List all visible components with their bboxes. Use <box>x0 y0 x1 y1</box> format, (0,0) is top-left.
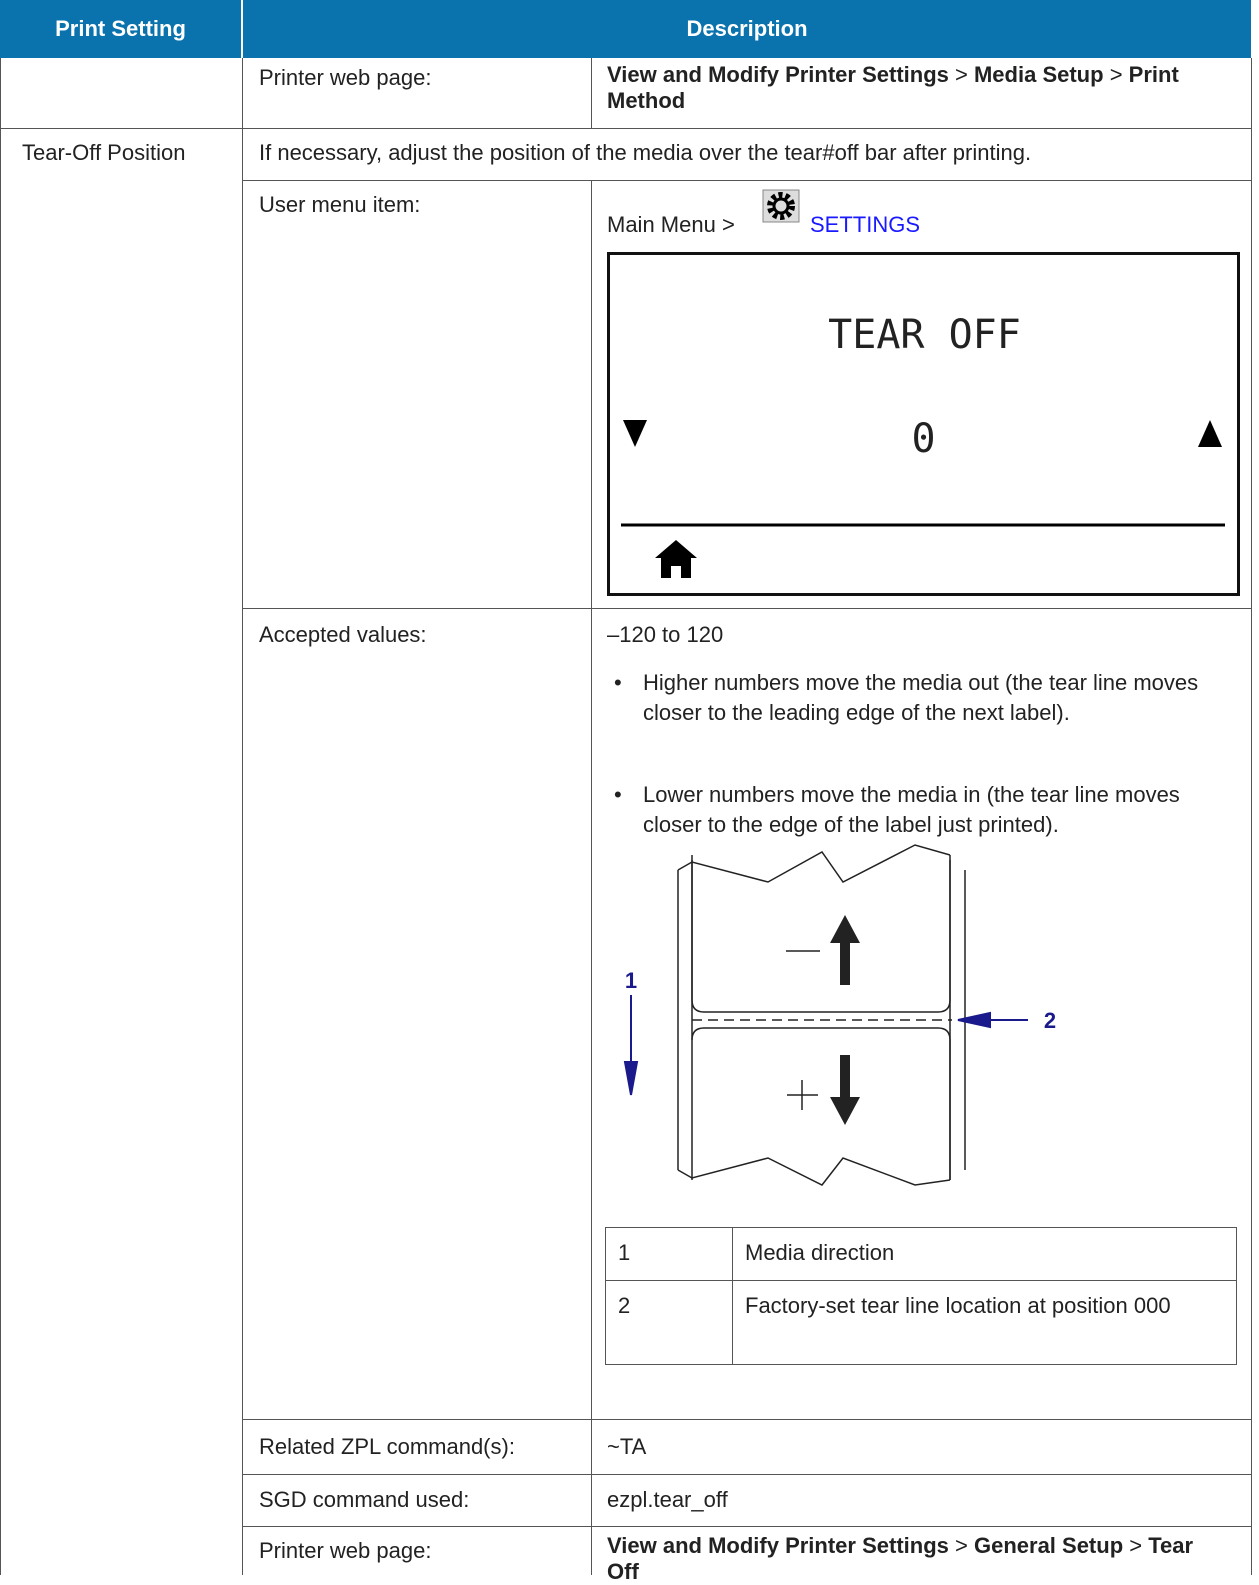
border <box>242 1526 1252 1527</box>
lcd-value: 0 <box>911 416 936 462</box>
header-cell: Description <box>243 0 1251 58</box>
header-cell: Print Setting <box>0 0 241 58</box>
path-item: General Setup <box>973 1533 1124 1558</box>
row-label: User menu item: <box>259 192 421 217</box>
row-label: Printer web page: <box>259 1538 432 1563</box>
path-item: View and Modify Printer Settings <box>607 62 949 87</box>
callout: 1 <box>625 968 637 993</box>
border <box>591 58 592 128</box>
path-item: Print Method <box>607 62 1179 113</box>
border <box>242 1474 1252 1475</box>
bullet: • <box>614 782 622 807</box>
path-separator: > <box>955 62 968 87</box>
border <box>591 180 592 1575</box>
row-label: Related ZPL command(s): <box>259 1434 515 1459</box>
web-path: View and Modify Printer Settings > Media… <box>607 62 1227 114</box>
legend-text: Factory-set tear line location at positi… <box>732 1280 1237 1365</box>
path-item: View and Modify Printer Settings <box>607 1533 949 1558</box>
path-separator: > <box>955 1533 968 1558</box>
border <box>242 608 1252 609</box>
description: If necessary, adjust the position of the… <box>259 140 1032 165</box>
legend-key: 1 <box>605 1227 733 1281</box>
border <box>1251 58 1252 1575</box>
command: ~TA <box>607 1434 647 1459</box>
callout: 2 <box>1044 1008 1056 1033</box>
path-separator: > <box>1109 62 1123 87</box>
lcd-graphics <box>621 420 1225 578</box>
path-item: Media Setup <box>973 62 1104 87</box>
row-label: SGD command used: <box>259 1487 470 1512</box>
bullet-text: Higher numbers move the media out (the t… <box>643 670 1199 725</box>
legend-text: Media direction <box>732 1227 1237 1281</box>
path-separator: > <box>1129 1533 1143 1558</box>
tear-diagram: 1 2 <box>623 844 1056 1186</box>
border <box>242 1419 1252 1420</box>
setting-name: Tear-Off Position <box>22 140 186 165</box>
command: ezpl.tear_off <box>607 1487 728 1512</box>
row-label: Printer web page: <box>259 65 432 90</box>
row-label: Accepted values: <box>259 622 427 647</box>
bullet-text: Lower numbers move the media in (the tea… <box>643 782 1180 837</box>
web-path: View and Modify Printer Settings > Gener… <box>607 1533 1227 1585</box>
border <box>242 180 1252 181</box>
menu-link[interactable]: SETTINGS <box>810 212 921 237</box>
border <box>242 58 243 1575</box>
menu-path: Main Menu > <box>607 212 735 237</box>
border <box>0 58 1 1575</box>
range: –120 to 120 <box>607 622 724 647</box>
border <box>0 128 1252 129</box>
bullet: • <box>614 670 622 695</box>
legend-key: 2 <box>605 1280 733 1365</box>
settings-icon <box>762 189 800 223</box>
lcd-title: TEAR OFF <box>828 312 1021 358</box>
lcd-display <box>607 252 1240 596</box>
